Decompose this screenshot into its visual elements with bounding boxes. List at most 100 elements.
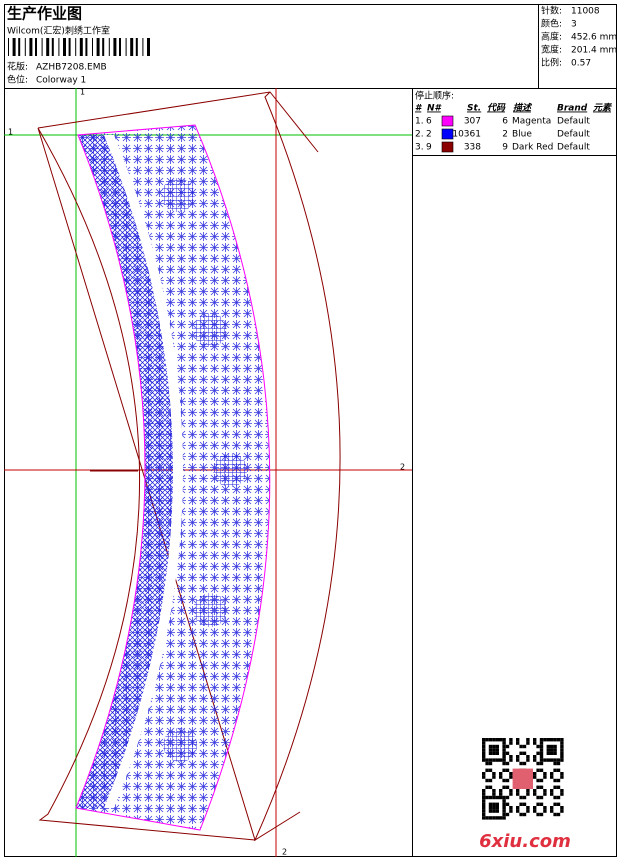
qr-module xyxy=(539,802,544,806)
qr-module xyxy=(492,816,496,820)
marker: 2 xyxy=(282,848,287,857)
page-border xyxy=(4,4,617,857)
brand: Default xyxy=(557,143,590,153)
qr-module xyxy=(543,809,547,813)
stat-label: 比例: xyxy=(541,57,562,69)
qr-module xyxy=(482,744,486,749)
qr-module xyxy=(546,744,550,749)
qr-module xyxy=(533,758,537,762)
bar-stripe xyxy=(46,38,50,56)
qr-module xyxy=(516,789,520,793)
colorway: Colorway 1 xyxy=(36,76,86,86)
qr-module xyxy=(539,744,544,749)
qr-module xyxy=(546,751,550,755)
qr-module xyxy=(536,785,540,789)
qr-module xyxy=(502,768,506,772)
qr-module xyxy=(543,792,547,796)
qr-module xyxy=(553,778,557,783)
qr-module xyxy=(485,795,489,800)
brand: Default xyxy=(557,117,590,127)
column-header: St. xyxy=(467,104,481,114)
qr-module xyxy=(533,792,537,796)
qr-module xyxy=(505,812,510,817)
qr-module xyxy=(553,748,557,752)
table-title: 停止顺序: xyxy=(415,90,454,102)
qr-module xyxy=(546,738,550,742)
qr-module xyxy=(492,809,496,813)
description: Magenta xyxy=(512,117,551,127)
qr-module xyxy=(492,772,496,776)
qr-module xyxy=(519,761,523,766)
qr-module xyxy=(502,744,506,749)
qr-module xyxy=(533,789,537,793)
qr-module xyxy=(539,761,544,766)
bar-stripe xyxy=(102,38,105,56)
description: Blue xyxy=(512,130,532,140)
bar-stripe xyxy=(96,38,100,56)
qr-module xyxy=(502,748,506,752)
marker: 2 xyxy=(400,463,405,472)
stat-value: 201.4 mm xyxy=(571,46,617,56)
qr-module xyxy=(543,758,547,762)
qr-module xyxy=(536,812,540,817)
qr-module xyxy=(502,806,506,810)
qr-module xyxy=(502,802,506,806)
qr-module xyxy=(502,795,506,800)
qr-module xyxy=(485,738,489,742)
qr-module xyxy=(509,772,513,776)
bar-stripe xyxy=(41,38,43,56)
qr-module xyxy=(519,744,523,749)
qr-module xyxy=(509,775,513,779)
brand: Default xyxy=(557,130,590,140)
qr-module xyxy=(519,751,523,755)
qr-module xyxy=(509,738,513,742)
qr-module xyxy=(533,806,537,810)
qr-module xyxy=(536,761,540,766)
qr-module xyxy=(560,792,564,796)
qr-module xyxy=(482,748,486,752)
qr-module xyxy=(553,785,557,789)
qr-module xyxy=(485,758,489,762)
qr-module xyxy=(505,761,510,766)
outer-outline xyxy=(37,91,341,842)
qr-module xyxy=(550,758,554,762)
qr-module xyxy=(509,792,513,796)
qr-module xyxy=(536,768,540,772)
watermark: 6xiu.com xyxy=(479,831,571,852)
qr-module xyxy=(560,738,564,742)
qr-module xyxy=(536,751,540,755)
qr-module xyxy=(495,816,499,820)
qr-module xyxy=(526,741,530,745)
bar-stripe xyxy=(119,38,121,56)
qr-module xyxy=(502,758,506,762)
qr-module xyxy=(495,806,499,810)
qr-module xyxy=(502,751,506,755)
qr-module xyxy=(492,806,496,810)
qr-module xyxy=(556,802,561,806)
stat-value: 0.57 xyxy=(571,59,591,69)
qr-module xyxy=(502,799,506,803)
column-header: Brand xyxy=(557,104,588,114)
marker: 1 xyxy=(8,128,13,137)
bar-stripe xyxy=(51,38,54,56)
stats: 针数: 11008 颜色: 3 高度: 452.6 mm 宽度: 201.4 mm 比例: 0.5… xyxy=(541,5,617,69)
qr-module xyxy=(553,751,557,755)
qr-module xyxy=(539,812,544,817)
qr-module xyxy=(482,738,486,742)
qr-module xyxy=(509,806,513,810)
qr-module xyxy=(560,775,564,779)
needle: 9 xyxy=(426,143,432,153)
qr-module xyxy=(560,809,564,813)
qr-module xyxy=(482,758,486,762)
qr-module xyxy=(488,802,493,806)
stop-table: # N# St. 代码 描述 Brand 元素1. 6 307 6 Magenta Default2.… xyxy=(415,103,613,153)
qr-module xyxy=(550,744,554,749)
qr-module xyxy=(560,789,564,793)
qr-module xyxy=(482,792,486,796)
qr-module xyxy=(488,738,493,742)
qr-module xyxy=(543,806,547,810)
column-header: 代码 xyxy=(487,103,506,114)
bar-stripe xyxy=(79,38,83,56)
qr-module xyxy=(492,744,496,749)
